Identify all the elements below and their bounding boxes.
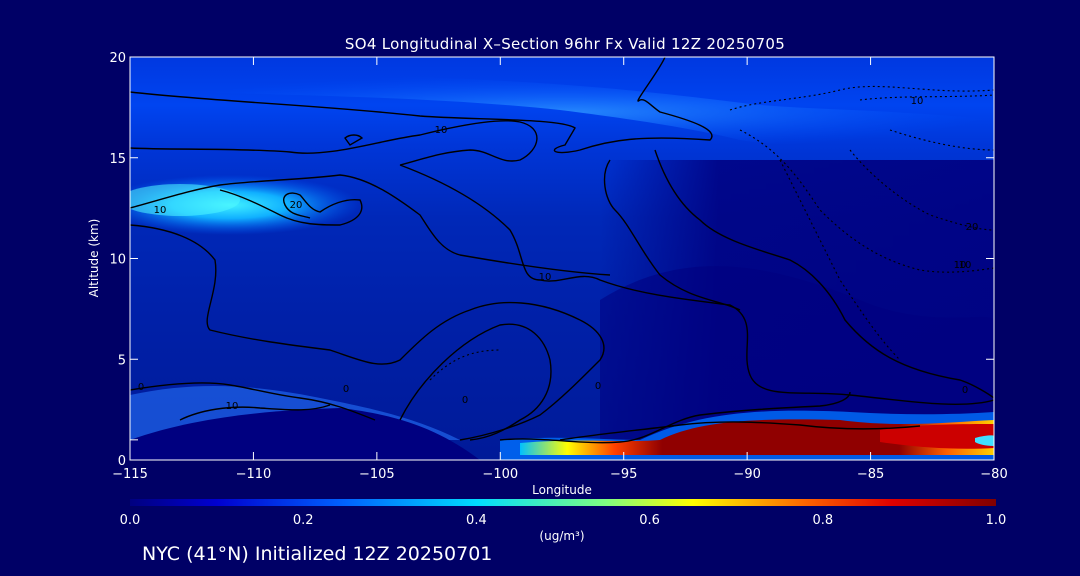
y-tick-label: 20 (109, 51, 126, 66)
contour-label: 20 (966, 222, 979, 233)
colorbar-tick-label: 0.8 (812, 513, 833, 528)
x-tick-label: −100 (482, 467, 518, 482)
colorbar-tick-label: 0.0 (120, 513, 141, 528)
chart-title: SO4 Longitudinal X–Section 96hr Fx Valid… (344, 35, 786, 53)
contour-label: 0 (595, 381, 601, 392)
contour-label: 0 (462, 395, 468, 406)
y-tick-label: 15 (109, 152, 126, 167)
contour-label: 10 (435, 125, 448, 136)
y-tick-label: 0 (118, 454, 126, 469)
contour-label: 10 (959, 260, 972, 271)
contour-label: 10 (911, 96, 924, 107)
colorbar-tick-label: 1.0 (986, 513, 1007, 528)
x-tick-label: −115 (112, 467, 148, 482)
contour-label: 10 (954, 260, 967, 271)
contour-label: 20 (290, 200, 303, 211)
x-tick-label: −105 (359, 467, 395, 482)
contour-label: 0 (962, 385, 968, 396)
colorbar (130, 499, 996, 506)
x-tick-label: −110 (236, 467, 272, 482)
contour-label: 10 (154, 205, 167, 216)
x-tick-label: −95 (610, 467, 637, 482)
contour-label: 10 (226, 401, 239, 412)
heatmap-field (130, 57, 994, 460)
x-tick-label: −80 (980, 467, 1007, 482)
contour-label: 0 (138, 382, 144, 393)
contour-lines (130, 57, 994, 444)
y-tick-label: 5 (118, 353, 126, 368)
contour-label: 0 (343, 384, 349, 395)
x-axis: −115 −110 −105 −100 −95 −90 −85 −80 (112, 57, 1008, 482)
contour-label: 10 (539, 272, 552, 283)
x-tick-label: −85 (857, 467, 884, 482)
x-axis-title: Longitude (532, 483, 592, 497)
colorbar-ticks: 0.0 0.2 0.4 0.6 0.8 1.0 (120, 513, 1007, 528)
y-axis-title: Altitude (km) (87, 219, 101, 298)
init-footer: NYC (41°N) Initialized 12Z 20250701 (142, 543, 493, 565)
negative-contour-lines (429, 85, 994, 381)
colorbar-units: (ug/m³) (539, 529, 584, 543)
colorbar-tick-label: 0.6 (639, 513, 660, 528)
colorbar-tick-label: 0.2 (293, 513, 314, 528)
colorbar-tick-label: 0.4 (466, 513, 487, 528)
y-tick-label: 10 (109, 253, 126, 268)
y-axis: 0 5 10 15 20 (109, 51, 994, 469)
x-tick-label: −90 (733, 467, 760, 482)
